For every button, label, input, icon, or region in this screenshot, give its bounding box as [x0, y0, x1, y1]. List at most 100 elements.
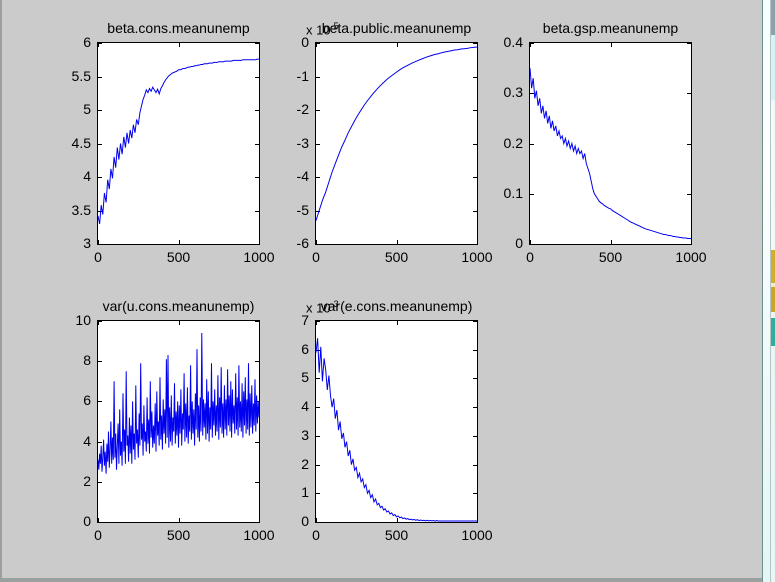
y-tick-label: 4: [83, 168, 91, 184]
subplot-title: beta.gsp.meanunemp: [542, 20, 679, 36]
trace-line: [98, 333, 259, 474]
x-tick-label: 500: [166, 249, 191, 265]
y-tick-label: 7: [301, 312, 309, 328]
subplot-title: beta.public.meanunemp: [321, 20, 472, 36]
plot-area: [97, 42, 260, 245]
exponent-value: -3: [330, 299, 339, 309]
background-window-fragment: [771, 35, 775, 100]
y-tick-label: 2: [301, 455, 309, 472]
subplot-var-e-cons-meanunemp: var(e.cons.meanunemp) x 10-3 0 1 2 3 4 5 6 7 0 50…: [301, 298, 492, 543]
y-tick-label: 5.5: [71, 67, 91, 84]
window-right-border: [762, 0, 763, 582]
x-tick-label: 0: [94, 249, 102, 265]
x-tick-label: 0: [94, 527, 102, 543]
subplot-title: var(u.cons.meanunemp): [102, 298, 255, 314]
y-tick-label: -3: [296, 134, 309, 151]
desktop-icon-fragment-1: [771, 250, 775, 283]
desktop-icon-fragment-2: [771, 287, 775, 312]
y-tick-label: 0.3: [503, 84, 523, 101]
plot-area: [529, 42, 692, 245]
window-bottom-border: [0, 578, 762, 582]
axis-tick-marks: [98, 321, 259, 522]
trace-line: [316, 46, 477, 221]
y-tick-label: 6: [83, 392, 91, 409]
desktop-gap: [771, 283, 775, 287]
plot-area: [315, 42, 478, 245]
background-scrollbar-fragment: [771, 0, 775, 35]
plot-area: [315, 320, 478, 523]
subplot-title: beta.cons.meanunemp: [107, 20, 250, 36]
desktop-gap: [771, 312, 775, 318]
trace-line: [530, 68, 691, 239]
y-tick-label: -2: [296, 101, 309, 117]
desktop-edge-sliver: [762, 0, 775, 582]
y-tick-label: 3: [301, 426, 309, 443]
y-tick-label: 0: [83, 513, 91, 529]
axis-tick-marks: [98, 43, 259, 244]
y-tick-label: 3.5: [71, 201, 91, 218]
subplot-var-u-cons-meanunemp: var(u.cons.meanunemp) 0 2 4 6 8 10 0 500 1000: [75, 298, 274, 543]
x-tick-label: 1000: [675, 249, 707, 265]
y-tick-label: 0: [515, 235, 523, 251]
x-tick-label: 1000: [461, 249, 493, 265]
y-tick-label: 10: [75, 312, 91, 328]
axis-tick-marks: [530, 43, 691, 244]
background-window-fragment: [771, 100, 775, 250]
trace-line: [98, 58, 259, 224]
x-tick-label: 0: [312, 249, 320, 265]
desktop-icon-fragment-3: [771, 318, 775, 346]
axis-tick-marks: [316, 43, 477, 244]
axis-exponent-label: x 10-3: [306, 299, 339, 315]
trace-line-svg: [98, 43, 259, 244]
y-tick-label: 1: [301, 484, 309, 501]
y-tick-label: 2: [83, 472, 91, 489]
window-left-border: [0, 0, 2, 582]
subplot-beta-gsp-meanunemp: beta.gsp.meanunemp 0 0.1 0.2 0.3 0.4 0 500 1000: [504, 20, 707, 265]
background-window-strip: [763, 0, 770, 582]
y-tick-label: 6: [301, 340, 309, 357]
y-tick-label: 5: [301, 369, 309, 386]
x-tick-label: 1000: [243, 249, 275, 265]
x-tick-label: 1000: [243, 527, 275, 543]
y-tick-label: 6: [83, 34, 91, 50]
y-tick-label: 0.1: [503, 184, 523, 201]
subplot-beta-public-meanunemp: beta.public.meanunemp x 10-5 -6 -5 -4 -3 -2-…: [297, 20, 493, 265]
background-window-edge-line: [770, 0, 771, 582]
x-tick-label: 500: [384, 249, 409, 265]
y-tick-label: -6: [296, 235, 309, 251]
trace-line-svg: [98, 321, 259, 522]
exponent-value: -5: [330, 21, 339, 31]
subplot-title: var(e.cons.meanunemp): [320, 298, 473, 314]
y-tick-label: 4: [301, 398, 309, 415]
subplot-beta-cons-meanunemp: beta.cons.meanunemp 3 3.5 4 4.5 5 5.5 6 0 500 100…: [72, 20, 275, 265]
y-tick-label: 3: [83, 235, 91, 251]
exponent-prefix: x 10: [306, 300, 331, 316]
trace-line-svg: [530, 43, 691, 244]
x-tick-label: 500: [598, 249, 623, 265]
y-tick-label: -4: [296, 168, 309, 184]
x-tick-label: 0: [312, 527, 320, 543]
y-tick-label: 4: [83, 432, 91, 449]
x-tick-label: 500: [384, 527, 409, 543]
plot-area: [97, 320, 260, 523]
axis-exponent-label: x 10-5: [306, 21, 339, 37]
y-tick-label: 8: [83, 352, 91, 369]
x-tick-label: 1000: [461, 527, 493, 543]
y-tick-label: 0: [301, 513, 309, 529]
trace-line-svg: [316, 43, 477, 244]
y-tick-label: 5: [83, 101, 91, 117]
y-tick-label: 4.5: [71, 134, 91, 151]
y-tick-label: -1: [296, 67, 309, 84]
trace-line-svg: [316, 321, 477, 522]
x-tick-label: 500: [166, 527, 191, 543]
y-tick-label: 0: [301, 34, 309, 50]
axis-tick-marks: [316, 321, 477, 522]
x-tick-label: 0: [526, 249, 534, 265]
background-window-fragment: [771, 346, 775, 582]
y-tick-label: 0.2: [503, 134, 523, 151]
exponent-prefix: x 10: [306, 22, 331, 38]
trace-line: [316, 338, 477, 522]
y-tick-label: 0.4: [503, 34, 523, 50]
y-tick-label: -5: [296, 201, 309, 218]
